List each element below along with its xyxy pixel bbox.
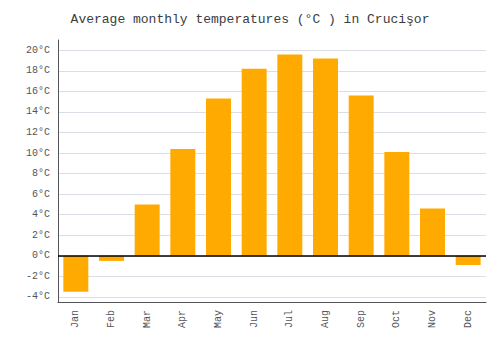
svg-text:16°C: 16°C [26,86,50,97]
svg-text:8°C: 8°C [32,168,50,179]
svg-text:Oct: Oct [391,310,402,328]
svg-text:-4°C: -4°C [26,291,50,302]
svg-text:12°C: 12°C [26,127,50,138]
svg-text:4°C: 4°C [32,209,50,220]
svg-text:Average monthly temperatures (: Average monthly temperatures (°C ) in Cr… [71,12,430,27]
svg-text:Jun: Jun [249,310,260,328]
svg-text:-2°C: -2°C [26,271,50,282]
svg-text:6°C: 6°C [32,189,50,200]
svg-text:10°C: 10°C [26,148,50,159]
svg-text:Feb: Feb [106,310,117,328]
svg-text:0°C: 0°C [32,250,50,261]
svg-text:2°C: 2°C [32,230,50,241]
svg-text:14°C: 14°C [26,106,50,117]
svg-text:Nov: Nov [427,310,438,328]
svg-text:Jan: Jan [70,310,81,328]
svg-text:Dec: Dec [463,310,474,328]
svg-text:Jul: Jul [284,310,295,328]
svg-text:Apr: Apr [177,310,188,328]
svg-text:Aug: Aug [320,310,331,328]
svg-text:18°C: 18°C [26,65,50,76]
svg-text:Mar: Mar [142,310,153,328]
svg-text:May: May [213,310,224,328]
svg-text:20°C: 20°C [26,45,50,56]
svg-text:Sep: Sep [356,310,367,328]
